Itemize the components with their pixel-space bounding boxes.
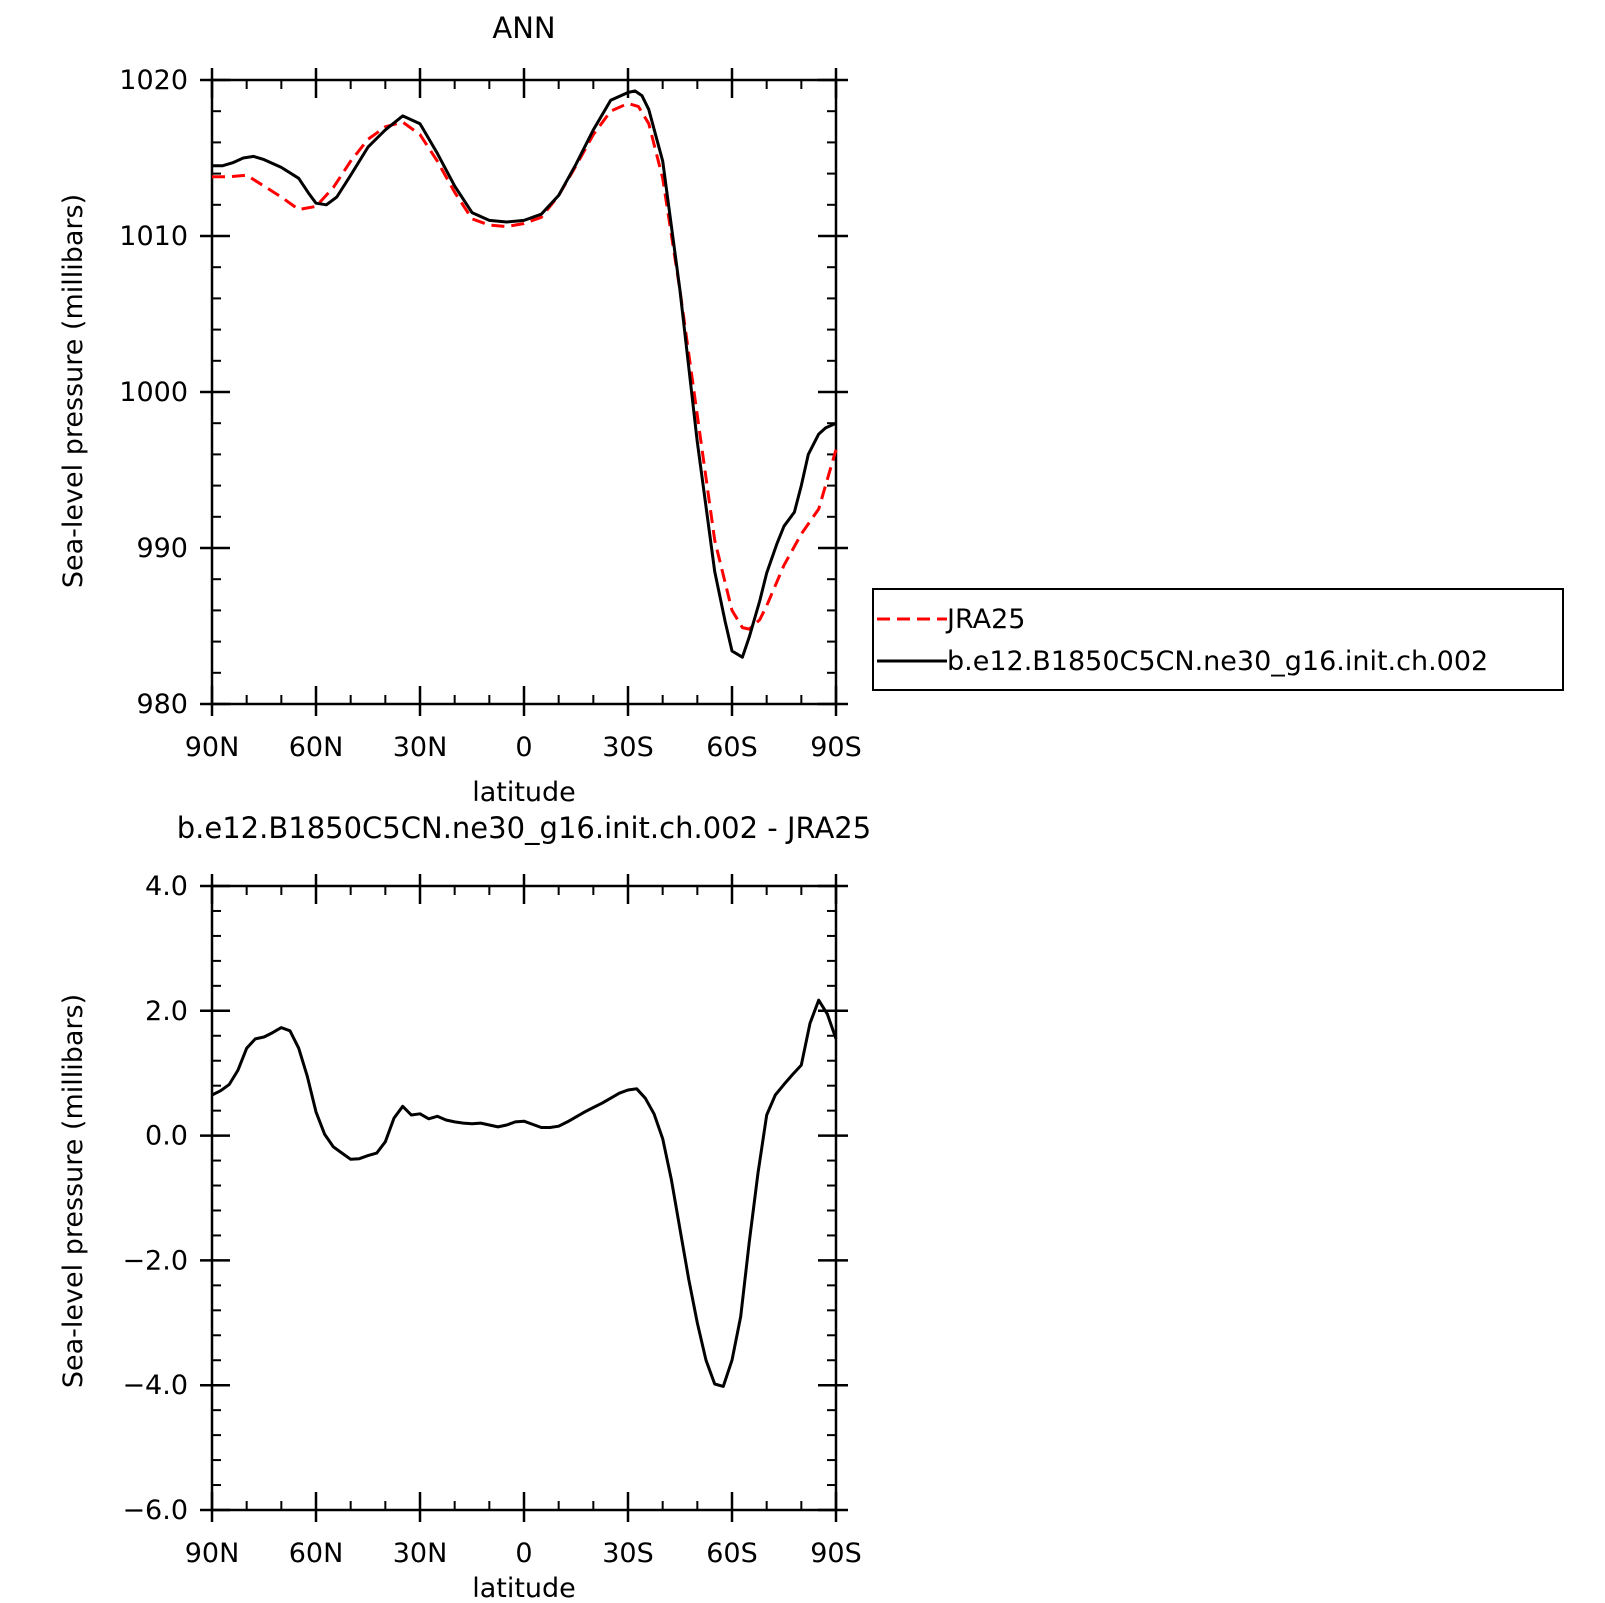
top-series-line-1 — [212, 89, 837, 659]
bottom-panel: b.e12.B1850C5CN.ne30_g16.init.ch.002 - J… — [58, 811, 871, 1603]
top-x-tick-label: 90N — [185, 732, 240, 763]
top-plot-frame — [210, 78, 838, 706]
top-panel: ANN 90N 60N 30N 0 30S 60S 90S 1020 1010 1000 990 98… — [58, 11, 862, 808]
top-y-tick-label: 1020 — [119, 65, 188, 96]
top-y-tick-label: 990 — [136, 533, 188, 564]
top-series-line-0 — [212, 101, 838, 631]
top-y-tick-label: 1000 — [119, 377, 188, 408]
top-x-tick-label: 30S — [602, 732, 654, 763]
bottom-y-axis-label: Sea-level pressure (millibars) — [58, 994, 89, 1388]
top-plot-area: 90N 60N 30N 0 30S 60S 90S 1020 1010 1000 990 980 — [119, 65, 861, 763]
bottom-plot-frame — [210, 884, 838, 1512]
bottom-y-tick-label: −2.0 — [122, 1245, 188, 1276]
bottom-x-tick-label: 90S — [810, 1538, 862, 1569]
top-x-tick-label: 0 — [515, 732, 532, 763]
bottom-y-tick-label: 4.0 — [145, 871, 188, 902]
top-x-tick-label: 30N — [393, 732, 448, 763]
top-x-tick-label: 60N — [289, 732, 344, 763]
top-y-tick-label: 1010 — [119, 221, 188, 252]
legend-label-model: b.e12.B1850C5CN.ne30_g16.init.ch.002 — [947, 646, 1488, 677]
legend-label-jra25: JRA25 — [945, 604, 1025, 635]
bottom-x-tick-label: 60S — [706, 1538, 758, 1569]
bottom-plot-area: 90N 60N 30N 0 30S 60S 90S 4.0 2.0 0.0 −2.0 −4.0 −6.0 — [122, 871, 861, 1569]
legend-box — [872, 588, 1564, 691]
top-x-axis-label: latitude — [472, 777, 576, 808]
top-x-tick-label: 60S — [706, 732, 758, 763]
top-y-axis-label: Sea-level pressure (millibars) — [58, 194, 89, 588]
top-panel-title: ANN — [492, 11, 555, 45]
bottom-x-tick-label: 30N — [393, 1538, 448, 1569]
bottom-y-tick-label: 0.0 — [145, 1121, 188, 1152]
bottom-x-tick-label: 0 — [515, 1538, 532, 1569]
bottom-y-tick-label: 2.0 — [145, 996, 188, 1027]
bottom-y-tick-label: −4.0 — [122, 1370, 188, 1401]
bottom-x-axis-label: latitude — [472, 1573, 576, 1603]
top-x-tick-label: 90S — [810, 732, 862, 763]
bottom-x-tick-label: 30S — [602, 1538, 654, 1569]
bottom-y-tick-label: −6.0 — [122, 1495, 188, 1526]
bottom-series-line-0 — [211, 998, 838, 1388]
bottom-x-tick-label: 60N — [289, 1538, 344, 1569]
bottom-x-tick-label: 90N — [185, 1538, 240, 1569]
legend: JRA25 b.e12.B1850C5CN.ne30_g16.init.ch.0… — [872, 588, 1564, 691]
bottom-panel-title: b.e12.B1850C5CN.ne30_g16.init.ch.002 - J… — [177, 811, 871, 845]
top-y-tick-label: 980 — [136, 689, 188, 720]
